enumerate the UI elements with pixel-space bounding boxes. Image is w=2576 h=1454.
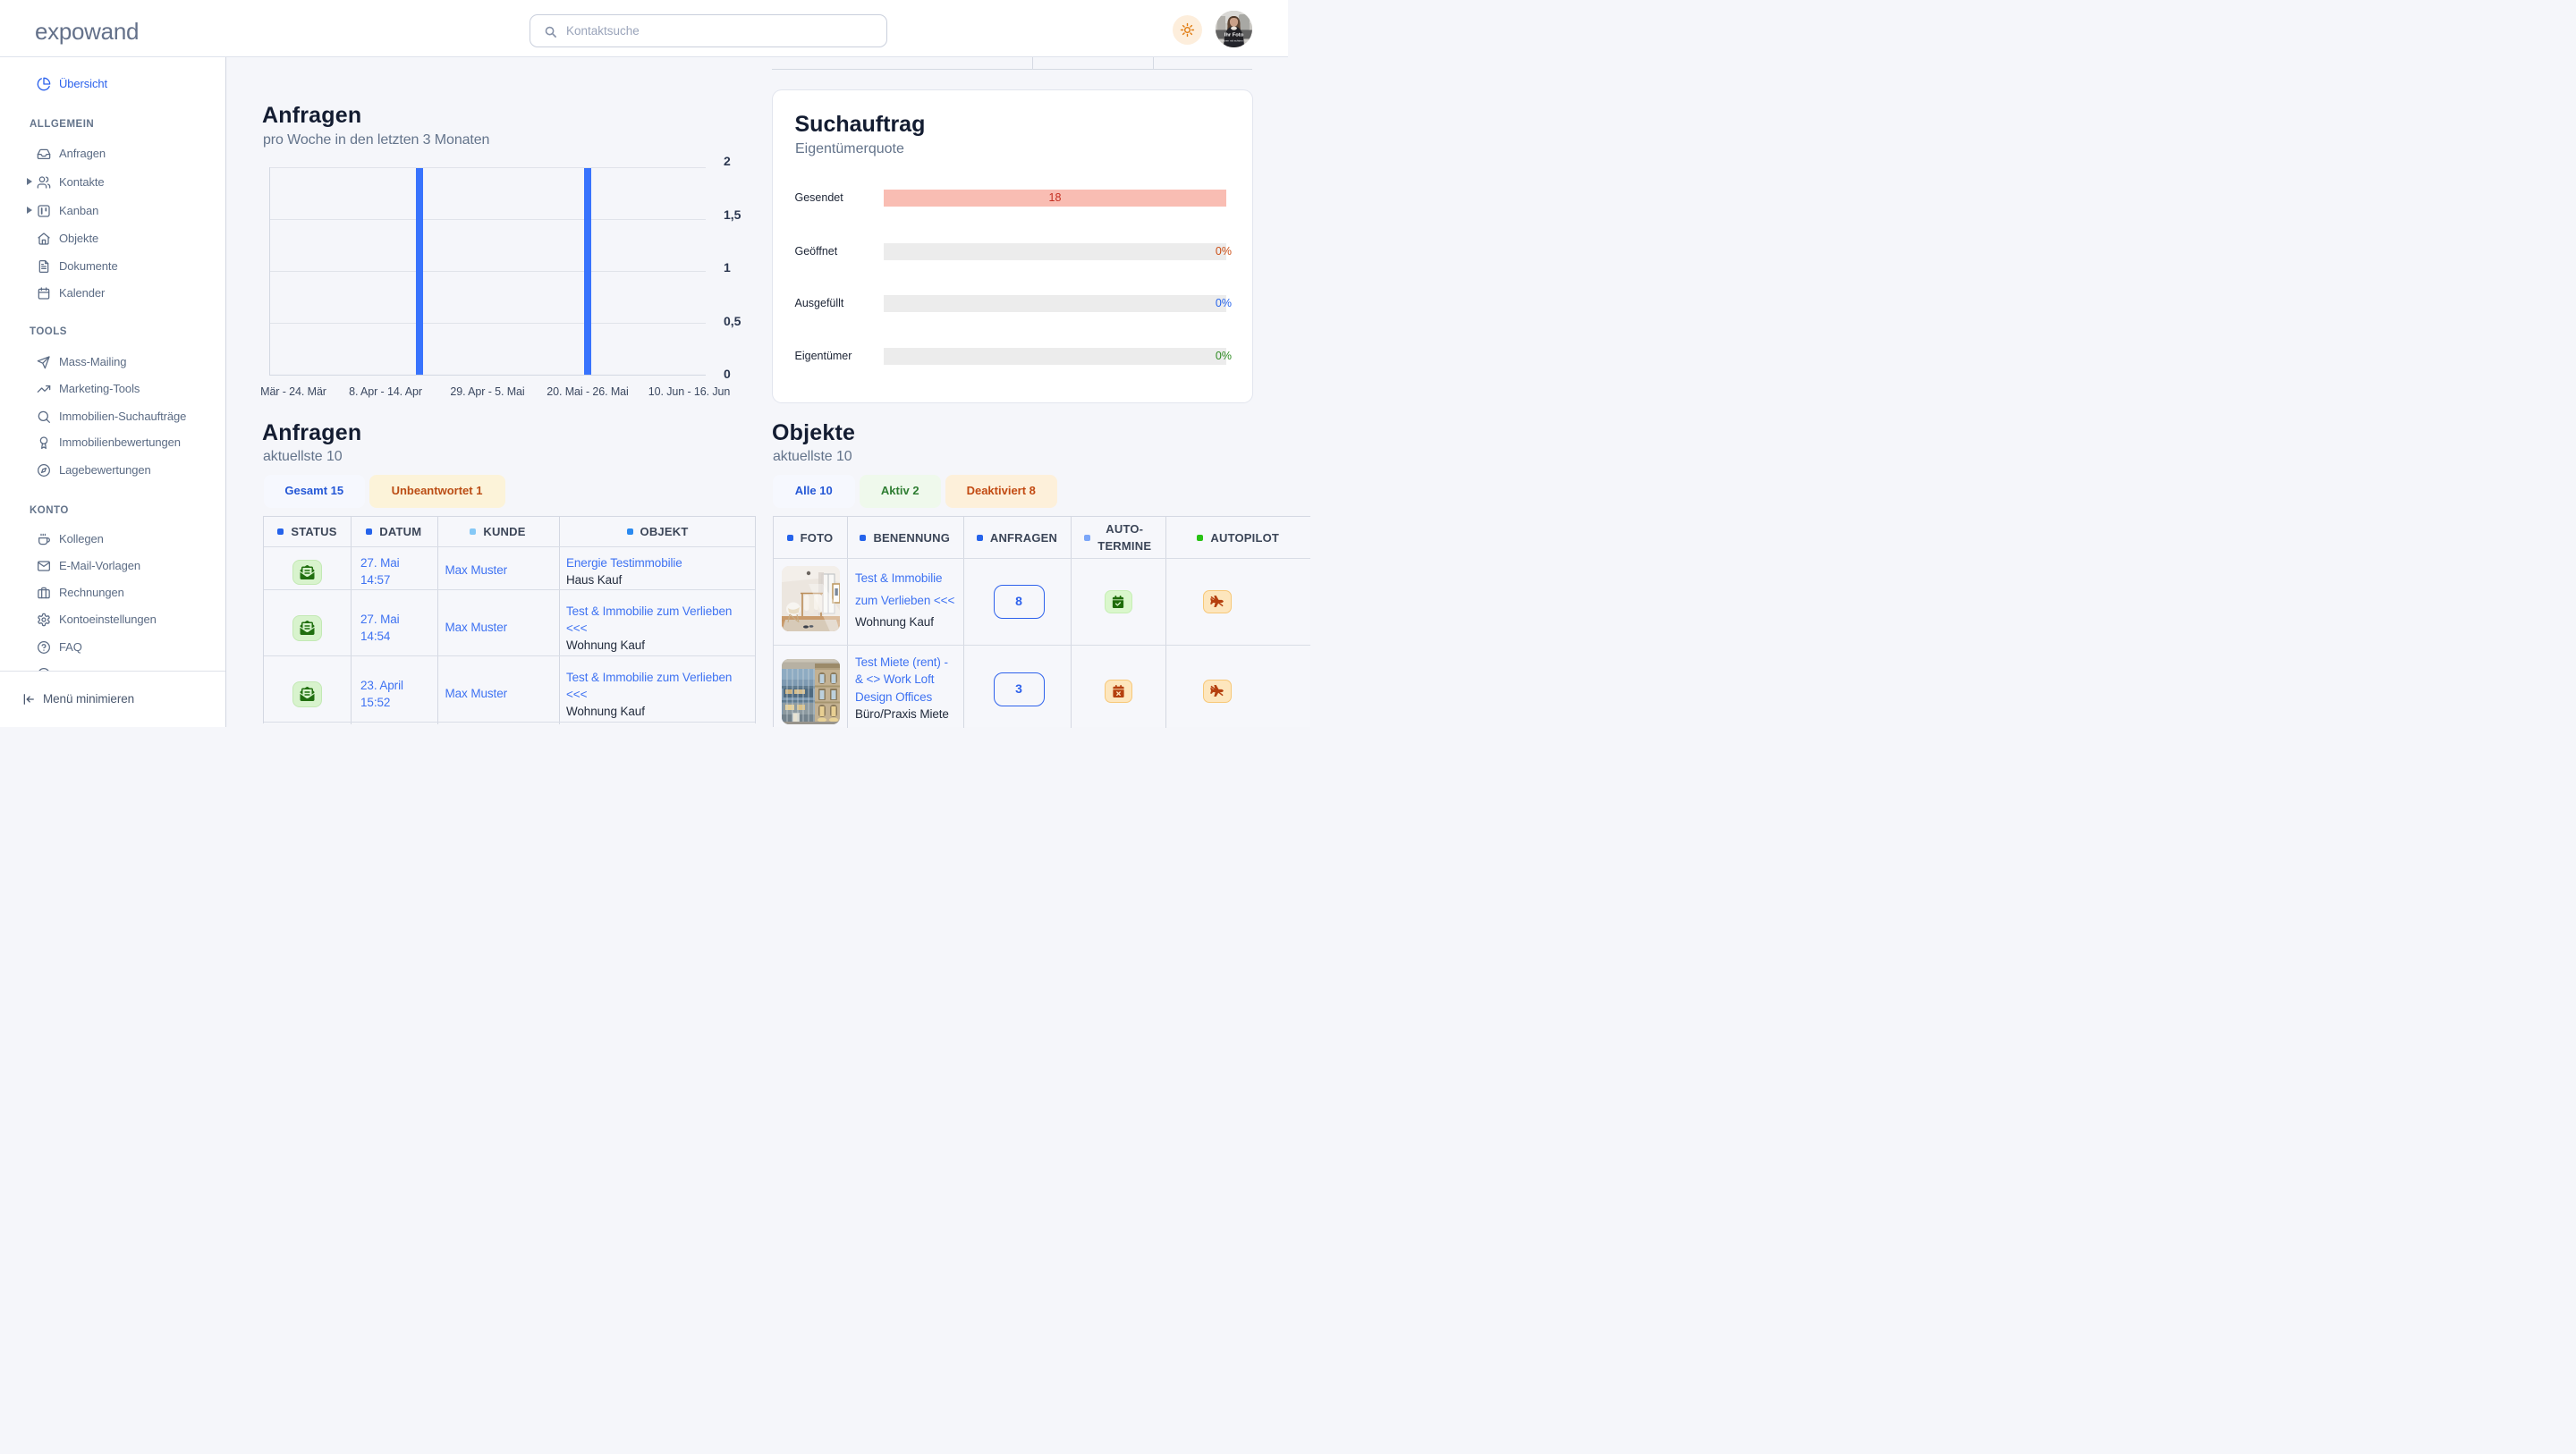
svg-text:ersetzen mit echtem Foto: ersetzen mit echtem Foto bbox=[1219, 39, 1250, 43]
svg-text:Ihr Foto: Ihr Foto bbox=[1224, 33, 1244, 38]
